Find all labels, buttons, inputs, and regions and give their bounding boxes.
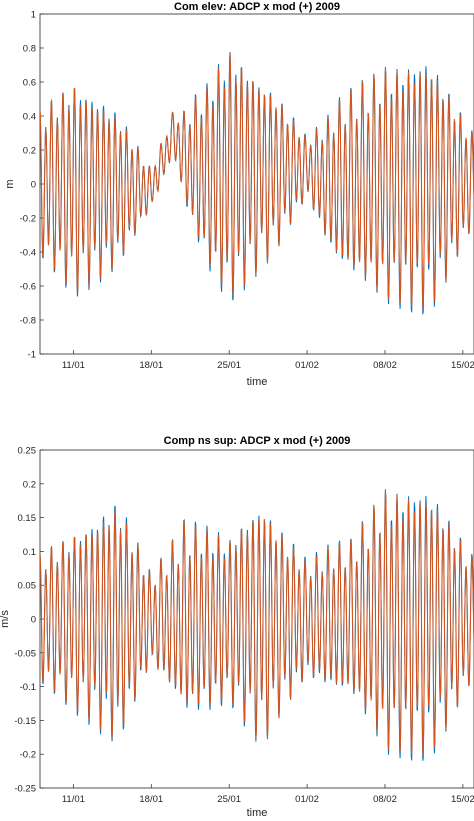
x-tick-label: 08/02 <box>373 360 397 371</box>
x-tick-label: 25/01 <box>217 794 241 805</box>
x-axis-label-ns-velocity: time <box>247 807 268 819</box>
y-tick-label: 0.15 <box>18 513 37 524</box>
series-line-model <box>40 490 474 756</box>
x-axis-label-elevation: time <box>247 376 268 388</box>
y-tick-label: 0.2 <box>23 146 36 157</box>
x-tick-label: 15/02 <box>451 794 474 805</box>
y-axis-label-ns-velocity: m/s <box>0 610 11 628</box>
y-tick-label: 0.25 <box>18 446 37 457</box>
x-tick-label: 08/02 <box>373 794 397 805</box>
x-tick-label: 18/01 <box>139 360 163 371</box>
y-tick-label: 0.4 <box>23 112 36 123</box>
chart-title-elevation: Com elev: ADCP x mod (+) 2009 <box>174 1 340 13</box>
y-tick-label: -0.25 <box>14 784 36 795</box>
y-tick-label: -0.15 <box>14 716 36 727</box>
y-tick-label: -0.2 <box>20 750 36 761</box>
x-tick-label: 18/01 <box>139 794 163 805</box>
y-tick-label: -0.2 <box>20 214 36 225</box>
x-tick-label: 11/01 <box>62 360 85 371</box>
y-tick-label: 0.1 <box>23 547 36 558</box>
y-tick-label: 1 <box>31 10 36 21</box>
chart-panel-ns-velocity: Comp ns sup: ADCP x mod (+) 2009 time m/… <box>0 435 474 819</box>
x-tick-label: 01/02 <box>295 360 319 371</box>
x-tick-label: 11/01 <box>62 794 85 805</box>
y-axis-label-elevation: m <box>4 179 16 188</box>
x-tick-label: 15/02 <box>451 360 474 371</box>
y-tick-label: -1 <box>28 350 36 361</box>
y-tick-label: -0.05 <box>14 648 36 659</box>
chart-title-ns-velocity: Comp ns sup: ADCP x mod (+) 2009 <box>164 435 351 447</box>
x-tick-label: 25/01 <box>217 360 241 371</box>
y-tick-label: 0.2 <box>23 479 36 490</box>
x-tick-label: 01/02 <box>295 794 319 805</box>
y-tick-label: 0 <box>31 180 36 191</box>
y-tick-label: 0 <box>31 615 36 626</box>
y-tick-label: -0.6 <box>20 282 36 293</box>
y-tick-label: -0.4 <box>20 248 36 259</box>
y-tick-label: -0.1 <box>20 682 36 693</box>
y-tick-label: 0.6 <box>23 78 36 89</box>
chart-panel-elevation: Com elev: ADCP x mod (+) 2009 time m -1 -… <box>4 1 474 388</box>
y-tick-label: -0.8 <box>20 316 36 327</box>
series-line-model <box>40 53 474 309</box>
y-tick-label: 0.05 <box>18 581 37 592</box>
y-tick-label: 0.8 <box>23 44 36 55</box>
